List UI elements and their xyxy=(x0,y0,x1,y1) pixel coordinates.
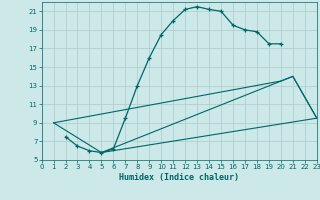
X-axis label: Humidex (Indice chaleur): Humidex (Indice chaleur) xyxy=(119,173,239,182)
